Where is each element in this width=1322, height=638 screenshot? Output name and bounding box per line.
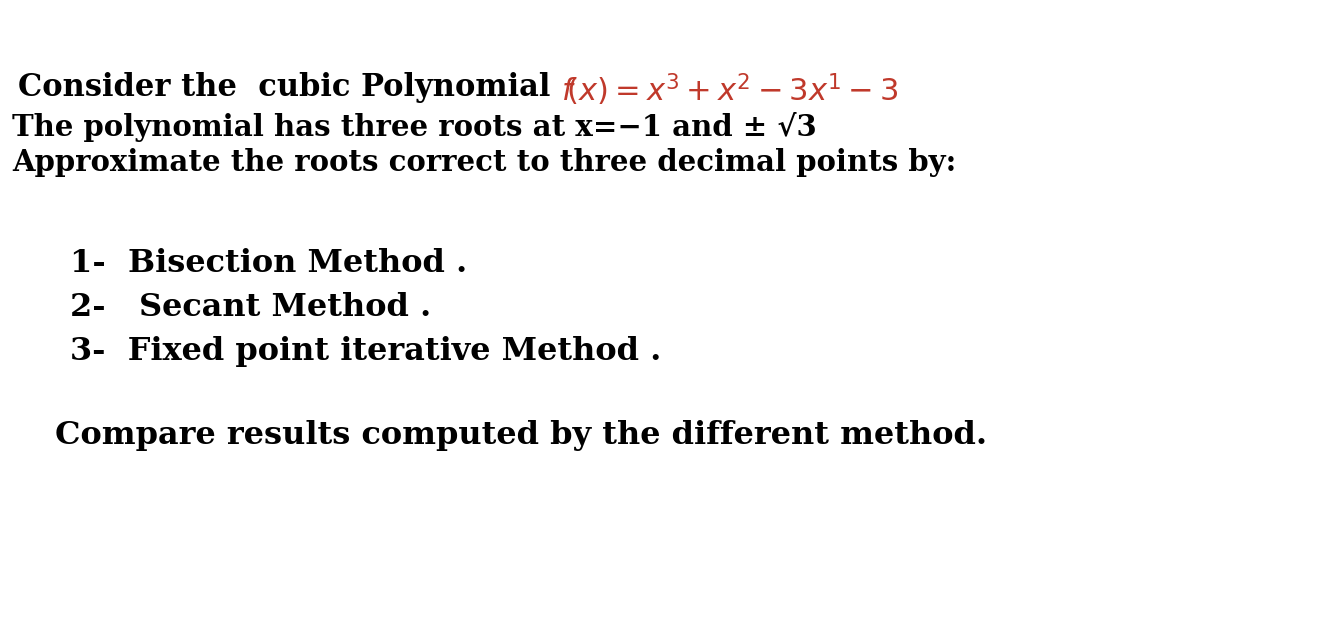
Text: 1-  Bisection Method .: 1- Bisection Method . xyxy=(70,248,467,279)
Text: The polynomial has three roots at x=−1 and ± √3: The polynomial has three roots at x=−1 a… xyxy=(12,112,817,142)
Text: $f\!(x) = x^3 + x^2 - 3x^1 - 3$: $f\!(x) = x^3 + x^2 - 3x^1 - 3$ xyxy=(561,72,899,108)
Text: 3-  Fixed point iterative Method .: 3- Fixed point iterative Method . xyxy=(70,336,661,367)
Text: Compare results computed by the different method.: Compare results computed by the differen… xyxy=(56,420,988,451)
Text: Approximate the roots correct to three decimal points by:: Approximate the roots correct to three d… xyxy=(12,148,956,177)
Text: 2-   Secant Method .: 2- Secant Method . xyxy=(70,292,431,323)
Text: Consider the  cubic Polynomial: Consider the cubic Polynomial xyxy=(19,72,561,103)
